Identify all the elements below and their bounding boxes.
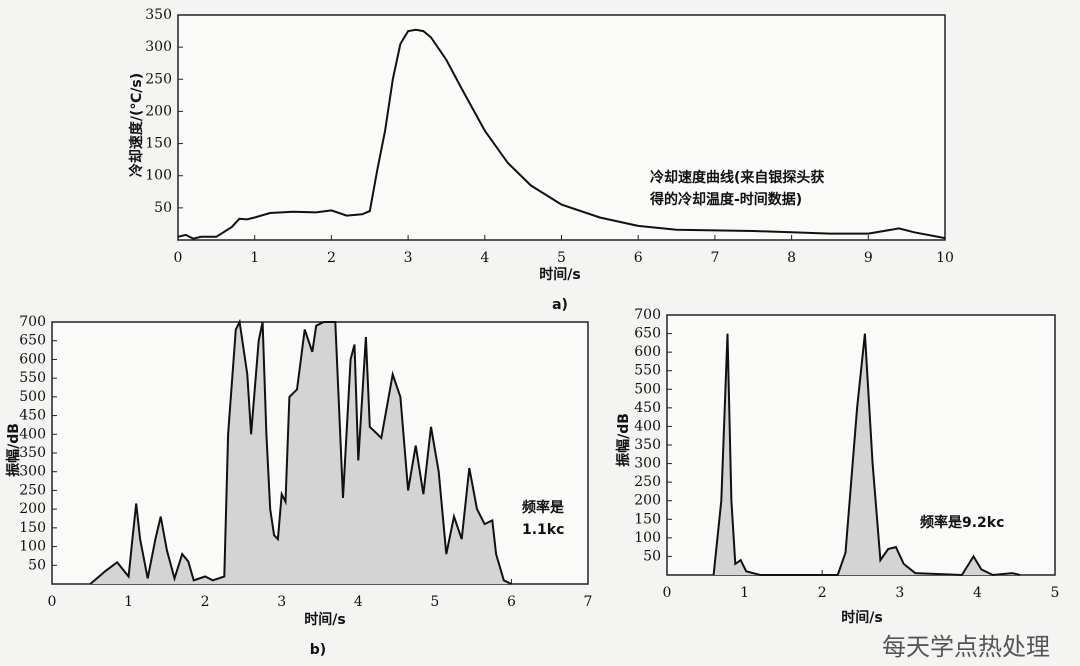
annotation: 得的冷却温度-时间数据) [649, 191, 802, 208]
y-tick-label: 650 [634, 326, 661, 342]
area-fill [90, 322, 512, 584]
y-tick-label: 300 [145, 39, 172, 55]
annotation: 冷却速度曲线(来自银探头获 [650, 169, 824, 186]
x-tick-label: 10 [936, 250, 954, 266]
y-tick-label: 350 [145, 7, 172, 23]
y-tick-label: 700 [634, 307, 661, 323]
y-tick-label: 350 [634, 437, 661, 453]
x-axis-label: 时间/s [841, 609, 882, 626]
x-tick-label: 8 [787, 250, 796, 266]
x-tick-label: 9 [864, 250, 873, 266]
y-axis-label: 冷却速度/(℃/s) [128, 73, 145, 177]
x-tick-label: 5 [430, 594, 439, 610]
x-tick-label: 1 [124, 594, 133, 610]
x-tick-label: 0 [48, 594, 57, 610]
x-tick-label: 4 [973, 585, 982, 601]
x-tick-label: 5 [557, 250, 566, 266]
x-tick-label: 2 [201, 594, 210, 610]
data-line [712, 333, 1021, 577]
y-tick-label: 450 [19, 408, 46, 424]
y-tick-label: 200 [19, 501, 46, 517]
y-tick-label: 600 [634, 344, 661, 360]
caption: b) [310, 642, 326, 658]
y-tick-label: 600 [19, 351, 46, 367]
plot-frame [177, 14, 946, 241]
x-tick-label: 6 [634, 250, 643, 266]
y-tick-label: 350 [19, 445, 46, 461]
annotation: 频率是9.2kc [920, 514, 1004, 531]
x-tick-label: 3 [404, 250, 413, 266]
x-tick-label: 4 [480, 250, 489, 266]
x-tick-label: 0 [663, 585, 672, 601]
x-tick-label: 6 [507, 594, 516, 610]
x-tick-label: 7 [584, 594, 593, 610]
x-axis-label: 时间/s [304, 611, 345, 628]
data-line [177, 28, 946, 240]
x-tick-label: 0 [174, 250, 183, 266]
y-axis-label: 振幅/dB [615, 413, 632, 467]
data-line [89, 318, 512, 585]
x-tick-label: 2 [818, 585, 827, 601]
y-tick-label: 650 [19, 333, 46, 349]
annotation: 1.1kc [522, 522, 564, 538]
x-axis-label: 时间/s [539, 266, 580, 283]
y-tick-label: 300 [634, 456, 661, 472]
y-tick-label: 550 [634, 363, 661, 379]
x-tick-label: 3 [895, 585, 904, 601]
x-tick-label: 7 [710, 250, 719, 266]
y-tick-label: 700 [19, 314, 46, 330]
y-tick-label: 200 [634, 493, 661, 509]
y-tick-label: 50 [643, 548, 661, 564]
caption: a) [552, 297, 568, 313]
y-tick-label: 250 [634, 474, 661, 490]
y-tick-label: 300 [19, 464, 46, 480]
x-tick-label: 2 [327, 250, 336, 266]
y-tick-label: 100 [19, 539, 46, 555]
y-tick-label: 450 [634, 400, 661, 416]
y-tick-label: 50 [28, 557, 46, 573]
y-tick-label: 250 [145, 71, 172, 87]
x-tick-label: 3 [277, 594, 286, 610]
y-tick-label: 250 [19, 482, 46, 498]
y-tick-label: 200 [145, 103, 172, 119]
annotation: 频率是 [522, 499, 565, 516]
watermark: 每天学点热处理 [882, 633, 1050, 661]
x-tick-label: 5 [1051, 585, 1060, 601]
y-axis-label: 振幅/dB [5, 423, 22, 477]
area-fill [713, 333, 1021, 575]
y-tick-label: 150 [145, 136, 172, 152]
x-tick-label: 4 [354, 594, 363, 610]
x-tick-label: 1 [740, 585, 749, 601]
y-tick-label: 500 [634, 381, 661, 397]
y-tick-label: 150 [19, 520, 46, 536]
x-tick-label: 1 [250, 250, 259, 266]
y-tick-label: 550 [19, 370, 46, 386]
y-tick-label: 400 [634, 418, 661, 434]
y-tick-label: 100 [634, 530, 661, 546]
y-tick-label: 100 [145, 168, 172, 184]
y-tick-label: 50 [154, 200, 172, 216]
y-tick-label: 150 [634, 511, 661, 527]
y-tick-label: 500 [19, 389, 46, 405]
y-tick-label: 400 [19, 426, 46, 442]
